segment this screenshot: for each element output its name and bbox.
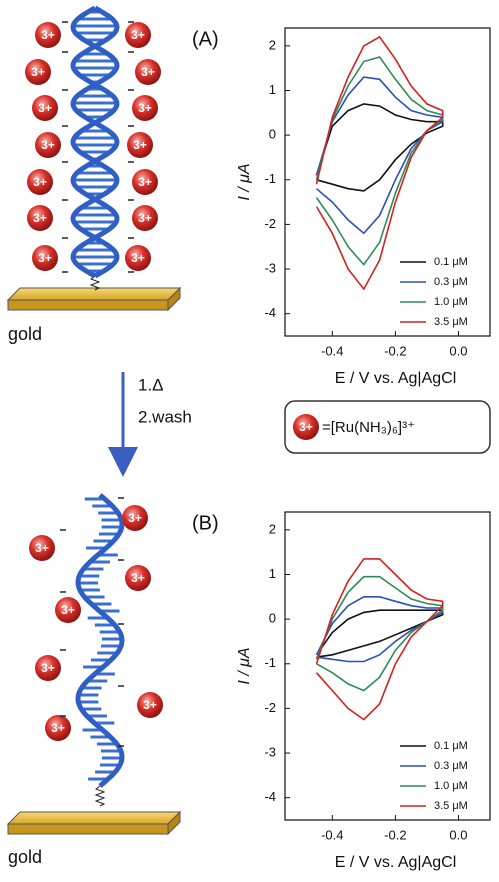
ion-label: 3+ xyxy=(61,603,75,617)
x-axis-label: E / V vs. Ag|AgCl xyxy=(335,370,457,387)
legend-label: 3.5 μM xyxy=(434,800,468,812)
y-tick-label: 1 xyxy=(269,566,276,581)
ion-label: 3+ xyxy=(131,28,145,42)
ion-label: 3+ xyxy=(138,101,152,115)
backbone xyxy=(73,8,117,276)
y-tick-label: -3 xyxy=(264,744,276,759)
legend-label: 1.0 μM xyxy=(434,296,468,308)
cv-curve xyxy=(317,37,443,289)
y-tick-label: -4 xyxy=(264,789,276,804)
x-tick-label: -0.4 xyxy=(321,827,343,842)
x-axis-label: E / V vs. Ag|AgCl xyxy=(335,854,457,871)
cv-curve xyxy=(317,610,443,657)
ion-label: 3+ xyxy=(131,251,145,265)
gold-electrode-side xyxy=(8,300,168,310)
y-tick-label: -2 xyxy=(264,216,276,231)
ion-label: 3+ xyxy=(38,251,52,265)
x-tick-label: 0.0 xyxy=(449,827,467,842)
y-tick-label: -1 xyxy=(264,655,276,670)
x-tick-label: -0.2 xyxy=(384,343,406,358)
cv-curve xyxy=(317,57,443,265)
ion-label: 3+ xyxy=(128,511,142,525)
ion-label: 3+ xyxy=(51,721,65,735)
ion-label: 3+ xyxy=(33,211,47,225)
y-axis-label: I / μA xyxy=(236,647,253,684)
gold-label: gold xyxy=(8,324,42,344)
y-tick-label: -3 xyxy=(264,260,276,275)
legend-label: 3.5 μM xyxy=(434,316,468,328)
key-label: =[Ru(NH₃)₆]³⁺ xyxy=(322,419,415,436)
gold-electrode xyxy=(8,812,180,824)
y-tick-label: 0 xyxy=(269,611,276,626)
ion-label: 3+ xyxy=(143,698,157,712)
y-tick-label: -2 xyxy=(264,700,276,715)
y-tick-label: 1 xyxy=(269,82,276,97)
legend-label: 0.1 μM xyxy=(434,256,468,268)
plot-frame xyxy=(285,512,490,820)
ion-label: 3+ xyxy=(35,541,49,555)
ion-label: 3+ xyxy=(133,138,147,152)
panel-label: (B) xyxy=(192,512,219,534)
linker xyxy=(96,786,104,806)
ion-label: 3+ xyxy=(138,175,152,189)
legend-label: 0.3 μM xyxy=(434,760,468,772)
ion-label: 3+ xyxy=(141,65,155,79)
plot-frame xyxy=(285,28,490,336)
x-tick-label: 0.0 xyxy=(449,343,467,358)
ion-label: 3+ xyxy=(299,420,313,434)
gold-label: gold xyxy=(8,847,42,867)
y-tick-label: 2 xyxy=(269,521,276,536)
y-tick-label: -1 xyxy=(264,171,276,186)
figure: gold gold 1.Δ 2.wash 3+ =[Ru(NH₃)₆]³⁺ 3+… xyxy=(0,0,499,882)
y-tick-label: -4 xyxy=(264,305,276,320)
ion-label: 3+ xyxy=(31,65,45,79)
y-tick-label: 2 xyxy=(269,37,276,52)
legend-label: 0.3 μM xyxy=(434,276,468,288)
cv-curve xyxy=(317,559,443,720)
step-label: 2.wash xyxy=(138,407,192,426)
ion-label: 3+ xyxy=(41,138,55,152)
ion-label: 3+ xyxy=(33,175,47,189)
y-axis-label: I / μA xyxy=(236,163,253,200)
ion-label: 3+ xyxy=(138,211,152,225)
ion-label: 3+ xyxy=(131,571,145,585)
cv-curve xyxy=(317,577,443,691)
ion-label: 3+ xyxy=(41,28,55,42)
gold-electrode xyxy=(8,288,180,300)
ion-label: 3+ xyxy=(41,661,55,675)
legend-label: 0.1 μM xyxy=(434,740,468,752)
x-tick-label: -0.2 xyxy=(384,827,406,842)
gold-electrode-side xyxy=(8,824,168,834)
x-tick-label: -0.4 xyxy=(321,343,343,358)
ion-label: 3+ xyxy=(38,101,52,115)
step-label: 1.Δ xyxy=(138,375,164,394)
y-tick-label: 0 xyxy=(269,127,276,142)
legend-label: 1.0 μM xyxy=(434,780,468,792)
panel-label: (A) xyxy=(192,28,219,50)
